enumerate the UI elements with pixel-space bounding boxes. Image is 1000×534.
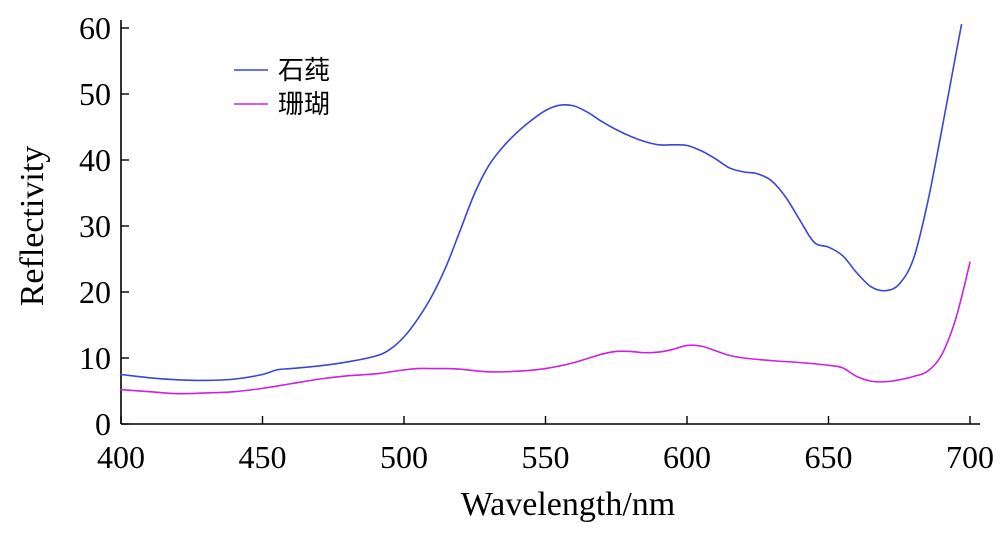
x-tick-label: 400 <box>97 439 145 475</box>
x-tick-label: 650 <box>805 439 853 475</box>
y-tick-label: 40 <box>79 142 111 178</box>
x-tick-label: 500 <box>380 439 428 475</box>
x-tick-label: 450 <box>239 439 287 475</box>
y-tick-label: 60 <box>79 10 111 46</box>
y-tick-label: 30 <box>79 208 111 244</box>
series-line-1 <box>120 23 963 382</box>
x-tick-label: 550 <box>522 439 570 475</box>
y-tick-label: 20 <box>79 274 111 310</box>
y-tick-label: 10 <box>79 340 111 376</box>
x-tick-label: 700 <box>946 439 994 475</box>
series-lines <box>120 23 971 395</box>
legend-label-2: 珊瑚 <box>278 90 330 119</box>
legend-label-1: 石莼 <box>278 56 330 85</box>
axes: 400 450 500 550 600 650 700 0 10 20 30 40 50 60 <box>79 10 994 475</box>
y-axis-title: Reflectivity <box>14 146 51 307</box>
x-tick-label: 600 <box>663 439 711 475</box>
series-line-2 <box>120 261 971 395</box>
y-tick-label: 50 <box>79 76 111 112</box>
y-tick-label: 0 <box>95 406 111 442</box>
x-axis-title: Wavelength/nm <box>461 486 675 523</box>
